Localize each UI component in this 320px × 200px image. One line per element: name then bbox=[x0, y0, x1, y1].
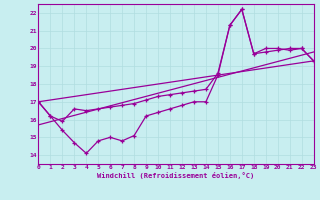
X-axis label: Windchill (Refroidissement éolien,°C): Windchill (Refroidissement éolien,°C) bbox=[97, 172, 255, 179]
